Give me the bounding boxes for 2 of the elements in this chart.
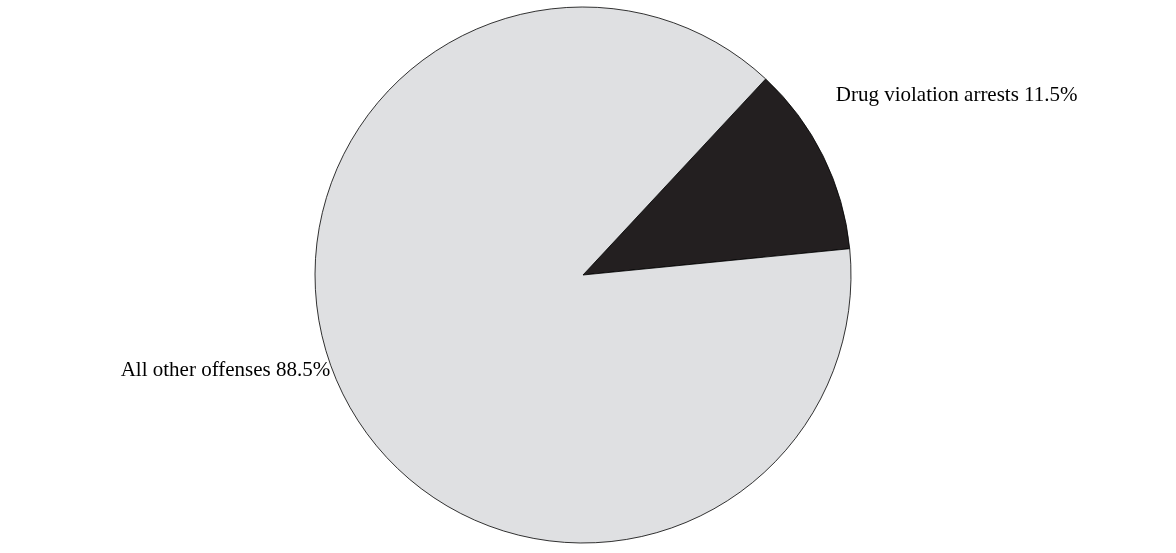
slice-label: All other offenses 88.5% [120, 357, 331, 382]
slice-label: Drug violation arrests 11.5% [835, 81, 1078, 106]
